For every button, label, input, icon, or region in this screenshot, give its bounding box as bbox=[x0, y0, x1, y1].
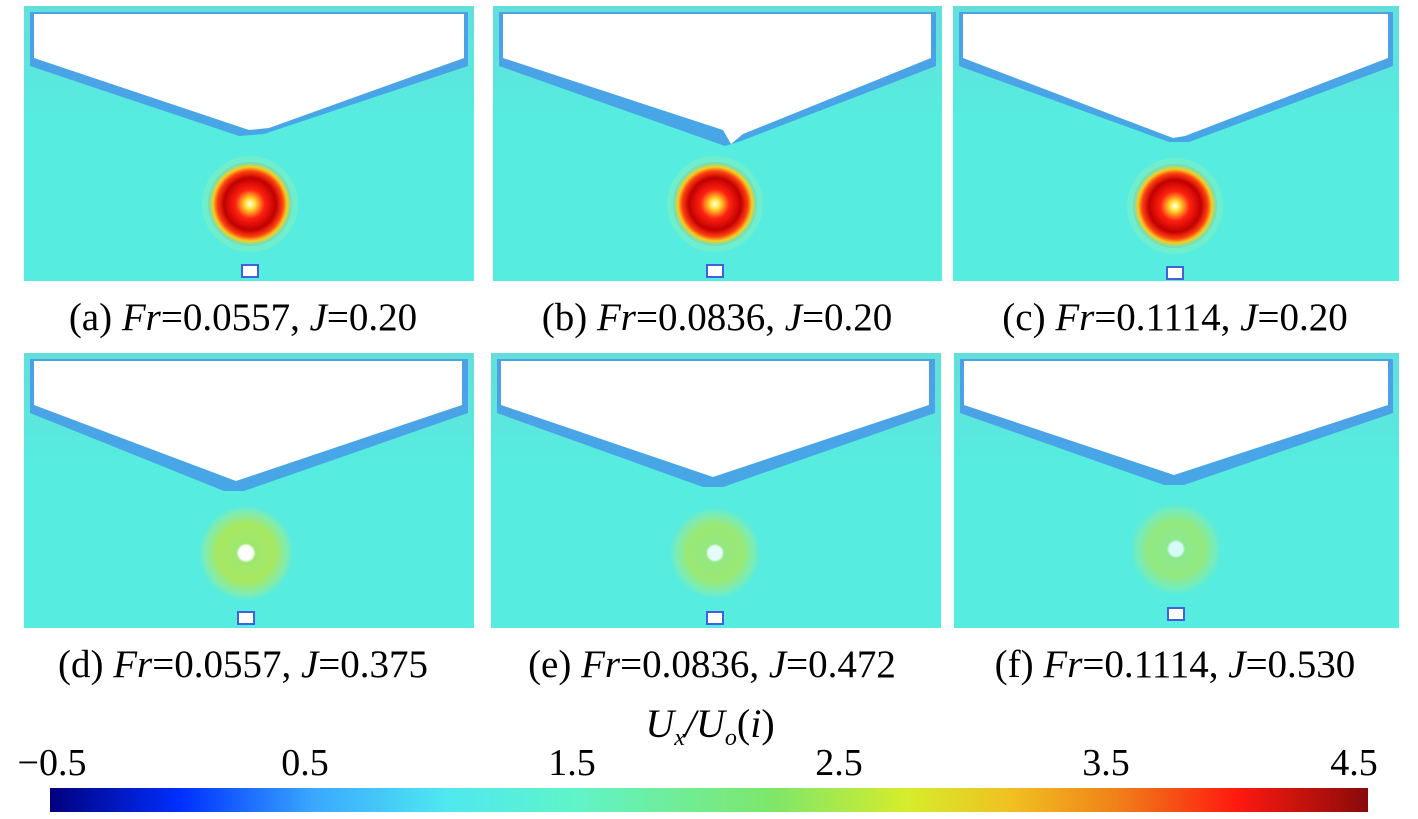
contour-panel-a bbox=[24, 6, 474, 281]
colorbar-tick: 2.5 bbox=[815, 742, 863, 784]
vortex-core bbox=[669, 507, 761, 599]
colorbar-tick: 1.5 bbox=[548, 742, 596, 784]
colorbar-tick: 0.5 bbox=[281, 742, 329, 784]
vortex-core bbox=[1133, 164, 1217, 248]
contour-panel-c bbox=[953, 6, 1399, 281]
colorbar-tick: −0.5 bbox=[17, 742, 87, 784]
caption-e: (e) Fr=0.0836, J=0.472 bbox=[528, 643, 896, 686]
contour-panel-f bbox=[954, 353, 1399, 628]
contour-plot-b bbox=[493, 6, 942, 281]
vortex-core bbox=[198, 505, 294, 601]
contour-plot-d bbox=[24, 353, 474, 628]
contour-plot-c bbox=[953, 6, 1399, 281]
caption-a: (a) Fr=0.0557, J=0.20 bbox=[68, 296, 418, 339]
contour-plot-e bbox=[491, 353, 941, 628]
caption-b: (b) Fr=0.0836, J=0.20 bbox=[541, 296, 893, 339]
vortex-core bbox=[673, 162, 757, 246]
colorbar-tick: 4.5 bbox=[1330, 742, 1378, 784]
contour-panel-d bbox=[24, 353, 474, 628]
caption-c: (c) Fr=0.1114, J=0.20 bbox=[1002, 296, 1348, 339]
vortex-core bbox=[208, 162, 292, 246]
colorbar bbox=[50, 788, 1368, 812]
caption-f: (f) Fr=0.1114, J=0.530 bbox=[994, 643, 1356, 686]
contour-plot-a bbox=[24, 6, 474, 281]
caption-d: (d) Fr=0.0557, J=0.375 bbox=[57, 643, 429, 686]
contour-plot-f bbox=[954, 353, 1399, 628]
contour-panel-e bbox=[491, 353, 941, 628]
colorbar-title: Ux/Uo(i) bbox=[645, 701, 775, 752]
colorbar-tick: 3.5 bbox=[1082, 742, 1130, 784]
vortex-core bbox=[1130, 503, 1222, 595]
contour-panel-b bbox=[493, 6, 942, 281]
